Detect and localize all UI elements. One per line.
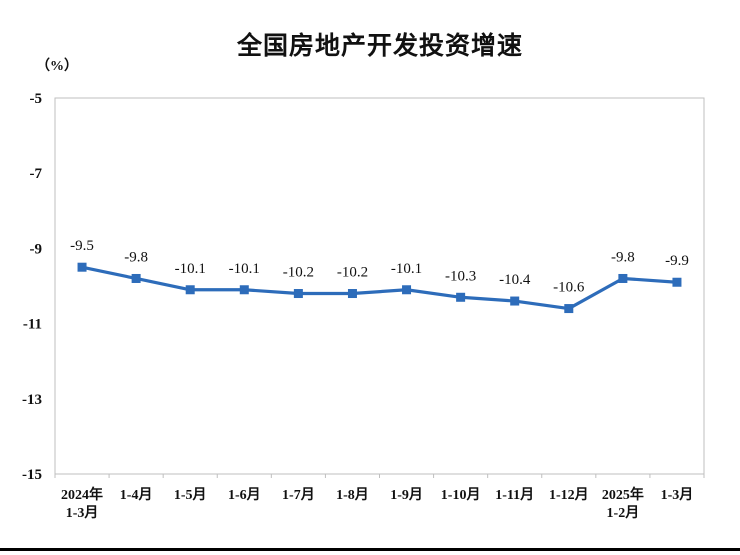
data-point-label: -10.1 (229, 261, 260, 277)
data-point-marker (239, 285, 249, 295)
trend-line (80, 265, 679, 311)
x-axis-label: 2025年 1-2月 (602, 486, 644, 521)
y-axis-tick-label: -15 (22, 467, 42, 483)
x-axis-label: 1-6月 (228, 487, 261, 503)
data-point-label: -9.8 (611, 249, 635, 265)
x-axis-label: 1-7月 (282, 487, 315, 503)
data-point-marker (293, 289, 303, 299)
data-point-label: -9.5 (70, 238, 94, 254)
data-point-label: -10.1 (175, 261, 206, 277)
x-axis-label: 1-9月 (390, 487, 423, 503)
y-axis-tick-label: -7 (30, 166, 43, 182)
data-point-marker (672, 277, 682, 287)
data-point-label: -9.8 (124, 249, 148, 265)
x-axis-label: 1-3月 (661, 487, 694, 503)
y-axis-tick-label: -5 (30, 91, 43, 107)
x-axis-label: 1-11月 (495, 487, 534, 503)
data-point-label: -10.2 (283, 265, 314, 281)
data-point-label: -10.1 (391, 261, 422, 277)
data-point-marker (564, 304, 574, 314)
x-axis-label: 1-4月 (120, 487, 153, 503)
x-axis-label: 1-5月 (174, 487, 207, 503)
y-axis-tick-label: -13 (22, 392, 42, 408)
data-point-marker (131, 273, 141, 283)
data-point-marker (618, 273, 628, 283)
data-point-label: -10.4 (499, 272, 531, 288)
chart-title: 全国房地产开发投资增速 (236, 33, 523, 60)
data-point-label: -10.2 (337, 265, 368, 281)
x-axis-label: 1-8月 (336, 487, 369, 503)
data-point-label: -10.3 (445, 268, 476, 284)
x-axis-label: 1-12月 (549, 487, 589, 503)
data-point-marker (510, 296, 520, 306)
data-point-label: -9.9 (665, 253, 689, 269)
x-axis-label: 1-10月 (441, 487, 481, 503)
data-point-marker (77, 262, 87, 272)
y-axis-unit-label: （%） (36, 59, 78, 74)
bottom-divider-bar (0, 548, 740, 551)
y-axis-tick-label: -11 (23, 317, 42, 333)
data-point-marker (347, 289, 357, 299)
data-point-marker (456, 292, 466, 302)
data-point-marker (185, 285, 195, 295)
data-point-marker (402, 285, 412, 295)
data-point-label: -10.6 (553, 280, 585, 296)
y-axis-tick-label: -9 (30, 241, 43, 257)
x-axis-label: 2024年 1-3月 (61, 486, 103, 521)
